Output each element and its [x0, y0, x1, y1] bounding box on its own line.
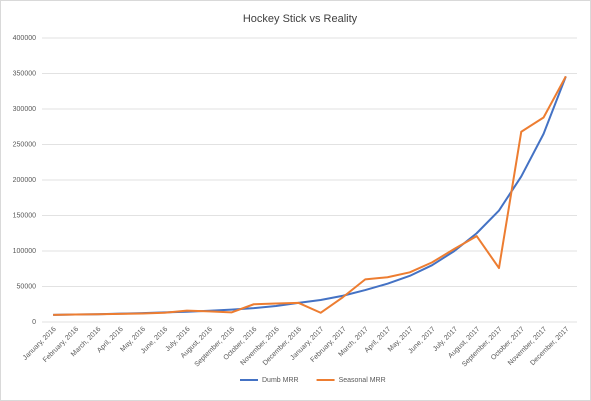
y-tick-label: 300000	[13, 106, 36, 113]
y-tick-label: 150000	[13, 212, 36, 219]
y-tick-label: 50000	[17, 283, 37, 290]
y-tick-label: 200000	[13, 177, 36, 184]
series-line	[53, 75, 567, 316]
y-tick-label: 250000	[13, 141, 36, 148]
y-tick-label: 400000	[13, 35, 36, 42]
legend-label: Seasonal MRR	[339, 377, 386, 384]
chart-title: Hockey Stick vs Reality	[243, 13, 358, 25]
legend-label: Dumb MRR	[262, 377, 299, 384]
y-tick-label: 350000	[13, 70, 36, 77]
y-tick-label: 0	[32, 319, 36, 326]
y-tick-label: 100000	[13, 248, 36, 255]
